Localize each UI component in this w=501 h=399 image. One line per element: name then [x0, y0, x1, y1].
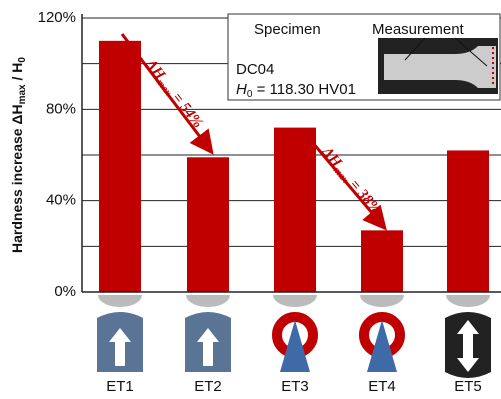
- h0-part: H: [236, 81, 247, 98]
- y-tick-label: 80%: [46, 100, 76, 117]
- ylabel-part: / H: [9, 63, 25, 85]
- x-tick-label: ET1: [106, 378, 134, 395]
- x-tick-label: ET4: [368, 378, 396, 395]
- inset-material: DC04: [236, 61, 274, 78]
- y-tick-label: 120%: [38, 9, 76, 26]
- chart: Specimen Measurement DC04 H0 = 118.30 HV…: [0, 0, 501, 399]
- y-tick-label: 40%: [46, 192, 76, 209]
- ylabel-part: Hardness increase ΔH: [9, 104, 25, 253]
- icon-et2: [185, 295, 231, 372]
- ylabel-part: max: [17, 84, 28, 104]
- bar: [361, 230, 403, 292]
- x-tick-label: ET2: [194, 378, 222, 395]
- y-axis-label: Hardness increase ΔHmax / H0: [9, 57, 28, 253]
- bar: [99, 41, 141, 292]
- inset-label: Measurement: [372, 21, 465, 38]
- x-tick-label: ET5: [454, 378, 482, 395]
- inset: Specimen Measurement DC04 H0 = 118.30 HV…: [228, 14, 500, 100]
- icon-et1: [97, 295, 143, 372]
- ylabel-part: 0: [17, 57, 28, 63]
- x-tick-label: ET3: [281, 378, 309, 395]
- bar: [447, 150, 489, 292]
- inset-label: Specimen: [254, 21, 321, 38]
- ann-part: = 38%: [343, 174, 383, 218]
- bar: [187, 157, 229, 292]
- icon-et4: [360, 295, 404, 372]
- y-tick-label: 0%: [54, 283, 76, 300]
- icon-et5: [445, 295, 491, 378]
- h0-part: = 118.30 HV01: [252, 81, 356, 98]
- bar: [274, 128, 316, 292]
- inset-h0: H0 = 118.30 HV01: [236, 81, 356, 100]
- icon-et3: [273, 295, 317, 372]
- icons: [97, 295, 491, 378]
- annotation: ΔHmax = 54%: [140, 56, 205, 133]
